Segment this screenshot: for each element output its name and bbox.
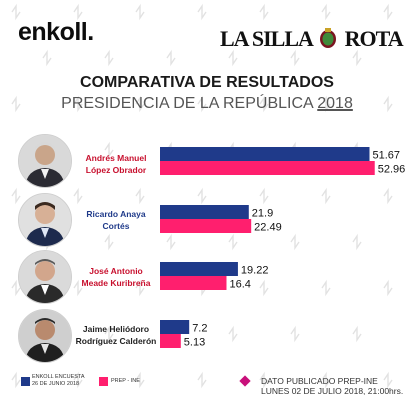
candidate-name-3: José Antonio Meade Kuribreña <box>72 265 160 289</box>
logo-text-left: LA SILLA <box>220 26 313 51</box>
prep-note-line1: DATO PUBLICADO PREP-INE <box>261 376 378 386</box>
candidate-name-line1: Ricardo Anaya <box>86 209 146 219</box>
value-label-prep-1: 52.96 <box>378 164 406 176</box>
chart-subtitle: PRESIDENCIA DE LA REPÚBLICA 2018 <box>0 95 414 113</box>
value-label-prep-4: 5.13 <box>184 337 205 349</box>
diamond-marker-icon <box>239 375 251 387</box>
bar-prep-2 <box>160 219 252 233</box>
bar-prep-1 <box>160 161 375 175</box>
bar-enkoll-4 <box>160 320 190 334</box>
chart-title: COMPARATIVA DE RESULTADOS <box>80 74 334 91</box>
bar-enkoll-3 <box>160 262 238 276</box>
value-label-prep-2: 22.49 <box>254 222 282 234</box>
prep-note-line2: LUNES 02 DE JULIO 2018, 21:00hrs. <box>261 386 404 396</box>
candidate-photo-meade <box>18 250 72 304</box>
logo-text-right: ROTA <box>344 26 404 51</box>
candidate-name-2: Ricardo Anaya Cortés <box>72 208 160 232</box>
seal-icon <box>318 27 338 55</box>
candidate-name-line1: Andrés Manuel <box>85 153 147 163</box>
value-label-enkoll-4: 7.2 <box>192 323 207 335</box>
candidate-name-line2: Rodríguez Calderón <box>75 336 157 346</box>
value-label-enkoll-3: 19.22 <box>241 265 269 277</box>
la-silla-rota-logo: LA SILLA ROTA <box>220 26 404 55</box>
value-label-enkoll-1: 51.67 <box>373 150 401 162</box>
candidate-photo-el-bronco <box>18 309 72 363</box>
candidate-name-line1: José Antonio <box>89 266 143 276</box>
legend-swatch-enkoll <box>21 377 30 386</box>
legend-label-enkoll: ENKOLL ENCUESTA 26 DE JUNIO 2018 <box>32 374 85 388</box>
candidate-name-4: Jaime Heliódoro Rodríguez Calderón <box>72 323 160 347</box>
prep-note: DATO PUBLICADO PREP-INE LUNES 02 DE JULI… <box>261 376 403 396</box>
subtitle-year: 2018 <box>317 95 353 112</box>
legend-label-prep: PREP - INE <box>111 378 140 384</box>
value-label-prep-3: 16.4 <box>229 279 250 291</box>
candidate-name-line2: Meade Kuribreña <box>81 278 151 288</box>
candidate-name-line1: Jaime Heliódoro <box>82 324 150 334</box>
candidate-photo-amlo <box>18 134 72 188</box>
bar-prep-3 <box>160 276 227 290</box>
subtitle-text: PRESIDENCIA DE LA REPÚBLICA <box>61 95 318 112</box>
enkoll-logo: enkoll. <box>18 18 94 46</box>
bar-enkoll-2 <box>160 205 249 219</box>
value-label-enkoll-2: 21.9 <box>252 208 273 220</box>
candidate-name-line2: López Obrador <box>85 165 147 175</box>
candidate-photo-anaya <box>18 193 72 247</box>
candidate-name-line2: Cortés <box>102 221 130 231</box>
candidate-name-1: Andrés Manuel López Obrador <box>72 152 160 176</box>
bar-enkoll-1 <box>160 147 370 161</box>
legend-enkoll-line1: ENKOLL ENCUESTA <box>32 374 85 380</box>
bar-prep-4 <box>160 334 181 348</box>
legend-enkoll-line2: 26 DE JUNIO 2018 <box>32 381 80 387</box>
legend-swatch-prep <box>99 377 108 386</box>
